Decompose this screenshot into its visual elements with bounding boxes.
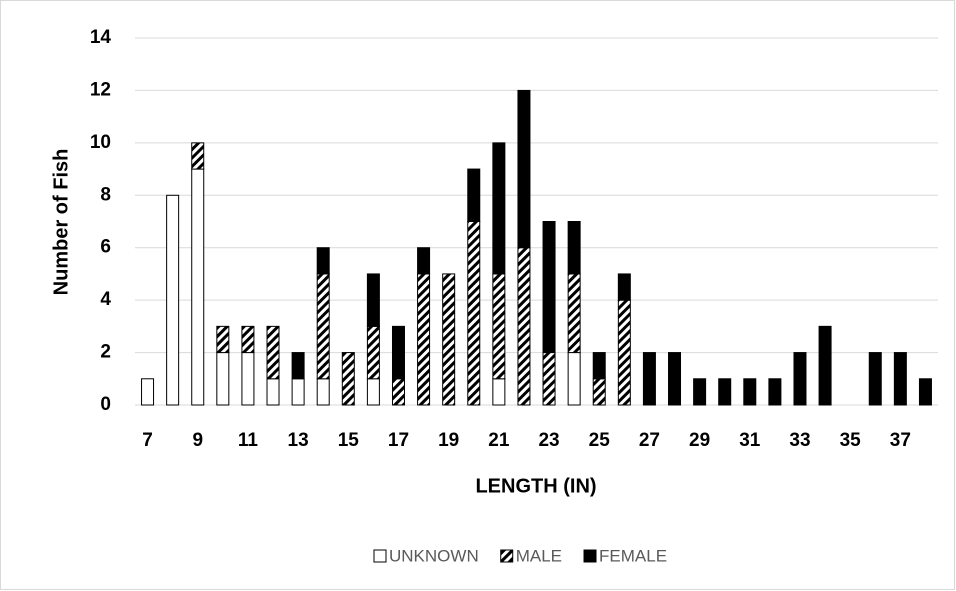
bar-segment xyxy=(542,352,556,406)
bar-segment xyxy=(241,325,255,354)
bar-segment xyxy=(768,378,782,406)
bar-segment xyxy=(617,299,631,406)
bar-segment xyxy=(166,194,180,406)
bar-segment xyxy=(918,378,932,406)
y-tick-label: 0 xyxy=(100,394,111,415)
bar-segment xyxy=(417,273,431,406)
x-tick-label: 15 xyxy=(338,430,360,451)
bar-segment xyxy=(216,325,230,354)
bar-segment xyxy=(467,168,481,222)
bar-segment xyxy=(442,273,456,406)
x-tick-label: 17 xyxy=(388,430,409,451)
bar-segment xyxy=(517,89,531,249)
bar-segment xyxy=(467,221,481,406)
x-tick-label: 31 xyxy=(739,430,761,451)
bar-segment xyxy=(417,247,431,275)
y-tick-label: 10 xyxy=(90,132,111,153)
bar-segment xyxy=(316,273,330,380)
bar-segment xyxy=(291,378,305,406)
bar-segment xyxy=(391,325,405,380)
bar-segment xyxy=(818,325,832,406)
x-tick-label: 9 xyxy=(192,430,203,451)
y-axis-label: Number of Fish xyxy=(50,149,72,296)
bar-segment xyxy=(718,378,732,406)
bar-segment xyxy=(592,378,606,406)
y-tick-label: 2 xyxy=(100,342,111,363)
bar-segment xyxy=(693,378,707,406)
x-axis-label: LENGTH (IN) xyxy=(475,475,596,497)
y-tick-label: 4 xyxy=(100,289,111,310)
legend-swatch xyxy=(500,549,514,563)
legend-label: UNKNOWN xyxy=(389,546,479,565)
x-tick-label: 7 xyxy=(142,430,153,451)
x-tick-label: 29 xyxy=(689,430,710,451)
legend-swatch xyxy=(583,549,597,563)
bar-segment xyxy=(291,352,305,380)
bar-segment xyxy=(492,273,506,380)
x-tick-label: 19 xyxy=(438,430,459,451)
bar-segment xyxy=(617,273,631,301)
bar-segment xyxy=(567,221,581,275)
bar-segment xyxy=(191,168,205,406)
y-tick-label: 12 xyxy=(90,79,111,100)
bar-segment xyxy=(743,378,757,406)
x-tick-label: 27 xyxy=(639,430,660,451)
legend-label: FEMALE xyxy=(599,546,667,565)
bar-segment xyxy=(868,352,882,406)
bar-segment xyxy=(517,247,531,406)
bar-segment xyxy=(316,378,330,406)
bar-segment xyxy=(366,378,380,406)
x-tick-label: 37 xyxy=(890,430,911,451)
bar-segment xyxy=(216,352,230,406)
bar-segment xyxy=(492,378,506,406)
bar-segment xyxy=(793,352,807,406)
bar-segment xyxy=(366,325,380,380)
bar-segment xyxy=(141,378,155,406)
x-tick-label: 35 xyxy=(840,430,862,451)
bar-segment xyxy=(391,378,405,406)
bar-segment xyxy=(366,273,380,327)
bar-segment xyxy=(642,352,656,406)
bar-segment xyxy=(668,352,682,406)
x-tick-label: 13 xyxy=(288,430,309,451)
bar-segment xyxy=(316,247,330,275)
bar-segment xyxy=(893,352,907,406)
y-tick-label: 14 xyxy=(90,27,112,48)
x-tick-label: 23 xyxy=(538,430,559,451)
bar-segment xyxy=(592,352,606,380)
x-tick-label: 11 xyxy=(238,430,259,451)
bar-segment xyxy=(241,352,255,406)
legend-swatch xyxy=(373,549,387,563)
x-tick-label: 33 xyxy=(789,430,810,451)
bar-segment xyxy=(567,352,581,406)
x-tick-label: 25 xyxy=(589,430,611,451)
bar-segment xyxy=(567,273,581,354)
y-tick-label: 8 xyxy=(100,184,111,205)
bar-segment xyxy=(266,378,280,406)
bar-segment xyxy=(492,142,506,275)
bar-segment xyxy=(266,325,280,380)
bar-segment xyxy=(191,142,205,170)
bar-segment xyxy=(341,352,355,406)
x-tick-label: 21 xyxy=(488,430,510,451)
y-tick-label: 6 xyxy=(100,237,111,258)
bar-segment xyxy=(542,221,556,354)
legend-label: MALE xyxy=(516,546,562,565)
